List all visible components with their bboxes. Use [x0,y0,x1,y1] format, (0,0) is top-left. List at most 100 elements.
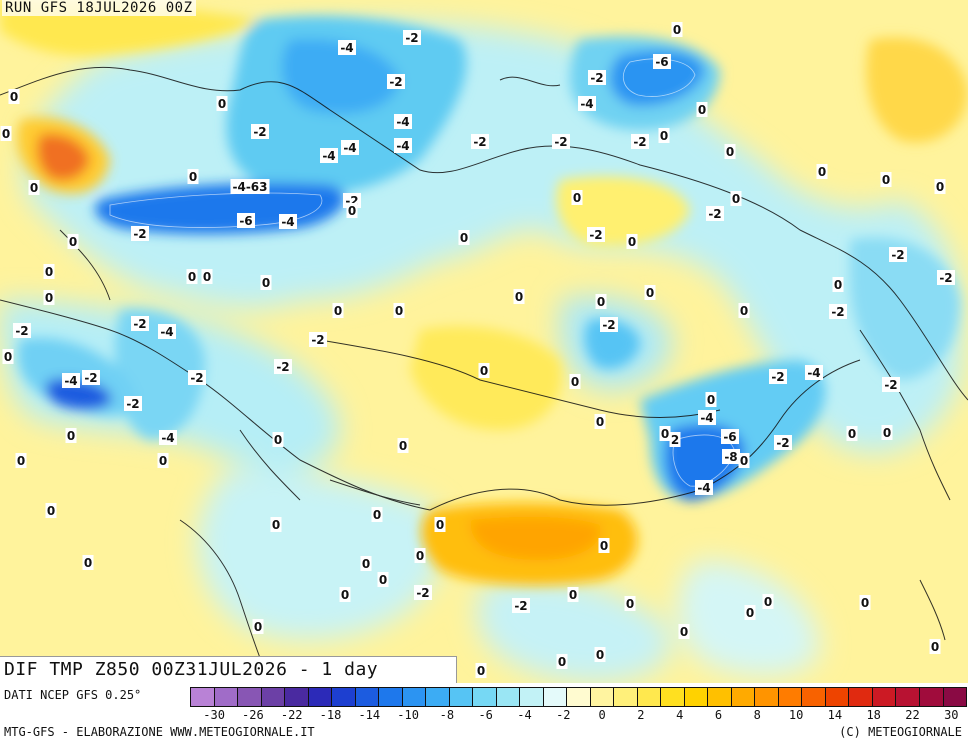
contour-label-bg [595,294,607,309]
contour-label: -8 [722,449,740,464]
contour-label: -2 [631,134,649,149]
scale-swatch [754,687,779,707]
contour-label: 0 [816,164,828,179]
contour-label: 0 [28,180,40,195]
contour-label-text: 0 [203,270,211,284]
contour-label-bg [377,572,389,587]
credit-right: (C) METEOGIORNALE [839,725,962,739]
contour-label-text: 0 [740,304,748,318]
contour-label-bg [658,128,670,143]
contour-label-bg [414,548,426,563]
color-scale-ticks: -30 -26 -22 -18 -14 -10 -8 -6 -4 -2 0 2 4 6 8 10 14 18 22 3… [190,708,966,724]
contour-label-bg [393,303,405,318]
contour-label: -2 [512,598,530,613]
contour-label: 0 [658,128,670,143]
scale-tick-label: -10 [397,708,419,722]
contour-label-bg [43,290,55,305]
contour-label-bg [934,179,946,194]
contour-label-text: 0 [2,127,10,141]
contour-label-bg [279,214,297,229]
scale-tick-label: 22 [905,708,920,722]
scale-swatch [190,687,215,707]
contour-label-bg [274,359,292,374]
contour-label-bg [201,269,213,284]
scale-tick-label: 6 [714,708,723,722]
contour-label-bg [65,428,77,443]
contour-label-bg [43,264,55,279]
contour-label-text: -2 [133,227,146,241]
contour-label: -2 [124,396,142,411]
contour-label-text: -2 [311,333,324,347]
contour-label: 0 [738,303,750,318]
contour-label: 0 [332,303,344,318]
contour-label: 0 [201,269,213,284]
contour-label: 0 [272,432,284,447]
contour-label-text: -4 [161,431,174,445]
contour-label-text: 0 [515,290,523,304]
contour-label: -4 [159,430,177,445]
contour-label-text: -2 [190,371,203,385]
contour-label-text: -4 [340,41,353,55]
contour-label-text: -6 [239,214,252,228]
contour-label-bg [475,663,487,678]
contour-label: 0 [598,538,610,553]
contour-label-text: 0 [596,415,604,429]
contour-label-bg [744,605,756,620]
contour-label-text: 0 [600,539,608,553]
credit-left: MTG-GFS - ELABORAZIONE WWW.METEOGIORNALE… [4,725,315,739]
contour-label: 0 [659,426,671,441]
contour-label-text: 0 [764,595,772,609]
contour-label-text: -2 [831,305,844,319]
contour-label-bg [371,507,383,522]
contour-label-bg [394,114,412,129]
contour-label: 0 [859,595,871,610]
contour-label-bg [678,624,690,639]
contour-label-bg [15,453,27,468]
contour-label-bg [13,323,31,338]
contour-label-bg [309,332,327,347]
contour-label-bg [774,435,792,450]
contour-label: 0 [67,234,79,249]
contour-label-bg [252,619,264,634]
run-label: RUN GFS 18JUL2026 00Z [2,0,196,16]
contour-label-bg [659,426,671,441]
contour-label-bg [341,140,359,155]
contour-label: -2 [387,74,405,89]
contour-label-bg [881,425,893,440]
contour-label-text: 0 [597,295,605,309]
contour-label: 0 [730,191,742,206]
scale-tick-label: -2 [556,708,571,722]
scale-swatch [519,687,544,707]
contour-label-bg [82,555,94,570]
contour-label: 0 [934,179,946,194]
contour-label-text: -2 [389,75,402,89]
contour-label: -4 [62,373,80,388]
contour-label-text: -4 [64,374,77,388]
contour-label-text: 0 [47,504,55,518]
contour-label-text: 0 [395,304,403,318]
scale-tick-label: 4 [676,708,684,722]
contour-label: 0 [82,555,94,570]
scale-tick-label: 30 [944,708,959,722]
contour-label: 0 [762,594,774,609]
contour-label-bg [556,654,568,669]
contour-label-bg [188,370,206,385]
contour-label-text: -2 [514,599,527,613]
scale-tick-label: -30 [203,708,225,722]
contour-label-bg [724,144,736,159]
contour-label: 0 [371,507,383,522]
contour-label-bg [929,639,941,654]
contour-label-bg [124,396,142,411]
contour-label-bg [512,598,530,613]
contour-label-bg [62,373,80,388]
contour-label: -4 [578,96,596,111]
contour-label-text: 0 [726,145,734,159]
contour-label: 0 [569,374,581,389]
contour-label-text: -2 [708,207,721,221]
contour-label-bg [805,365,823,380]
contour-label-text: -4 [396,139,409,153]
contour-label: 0 [475,663,487,678]
contour-label-text: 0 [17,454,25,468]
contour-label-text: 0 [30,181,38,195]
contour-label-bg [626,234,638,249]
